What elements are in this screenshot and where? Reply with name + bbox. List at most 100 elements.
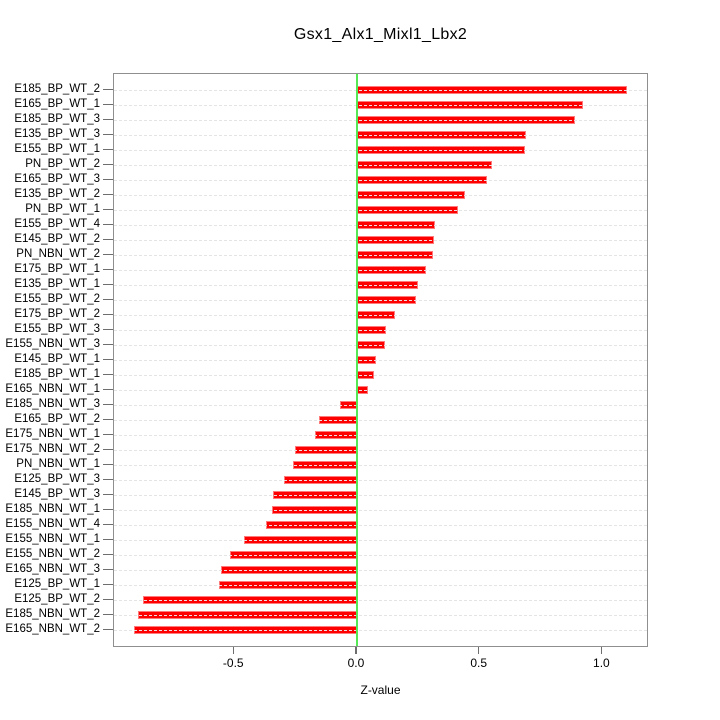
y-axis-tick <box>103 403 113 405</box>
y-axis-tick <box>103 568 113 570</box>
y-axis-label: E145_BP_WT_3 <box>14 488 100 500</box>
y-axis-label: E185_NBN_WT_1 <box>5 503 100 515</box>
y-axis-tick <box>103 463 113 465</box>
y-axis-label: E125_BP_WT_2 <box>14 593 100 605</box>
y-axis-label: E155_BP_WT_2 <box>14 293 100 305</box>
y-axis-tick <box>103 208 113 210</box>
y-axis-tick <box>103 358 113 360</box>
gridline <box>114 149 647 151</box>
y-axis-label: E135_BP_WT_2 <box>14 188 100 200</box>
y-axis-label: E175_NBN_WT_2 <box>5 443 100 455</box>
x-axis-tick <box>355 647 357 654</box>
y-axis-label: E155_NBN_WT_2 <box>5 548 100 560</box>
y-axis-tick <box>103 343 113 345</box>
y-axis-tick <box>103 238 113 240</box>
y-axis-tick <box>103 433 113 435</box>
y-axis-label: E165_NBN_WT_3 <box>5 563 100 575</box>
gridline <box>114 224 647 226</box>
x-axis-tick-label: 0.0 <box>347 656 365 670</box>
gridline <box>114 284 647 286</box>
y-axis-tick <box>103 373 113 375</box>
y-axis-label: E165_BP_WT_3 <box>14 173 100 185</box>
y-axis-label: E185_NBN_WT_2 <box>5 608 100 620</box>
y-axis-label: E145_BP_WT_1 <box>14 353 100 365</box>
gridline <box>114 509 647 511</box>
gridline <box>114 209 647 211</box>
y-axis-tick <box>103 628 113 630</box>
y-axis-label: E165_NBN_WT_1 <box>5 383 100 395</box>
y-axis-tick <box>103 298 113 300</box>
y-axis-label: E185_BP_WT_1 <box>14 368 100 380</box>
gridline <box>114 389 647 391</box>
y-axis-label: E185_BP_WT_3 <box>14 113 100 125</box>
y-axis-label: E155_NBN_WT_3 <box>5 338 100 350</box>
x-axis-tick <box>232 647 234 654</box>
gridline <box>114 239 647 241</box>
y-axis-tick <box>103 313 113 315</box>
y-axis-tick <box>103 118 113 120</box>
gridline <box>114 134 647 136</box>
y-axis-tick <box>103 103 113 105</box>
y-axis-label: E165_BP_WT_1 <box>14 98 100 110</box>
y-axis-tick <box>103 193 113 195</box>
gridline <box>114 614 647 616</box>
y-axis-tick <box>103 148 113 150</box>
gridline <box>114 359 647 361</box>
x-axis-tick-label: 1.0 <box>593 656 610 670</box>
gridline <box>114 344 647 346</box>
y-axis-tick <box>103 523 113 525</box>
y-axis-tick <box>103 163 113 165</box>
y-axis-tick <box>103 538 113 540</box>
y-axis-label: E135_BP_WT_3 <box>14 128 100 140</box>
gridline <box>114 419 647 421</box>
y-axis-tick <box>103 223 113 225</box>
y-axis-tick <box>103 283 113 285</box>
y-axis-label: E175_BP_WT_1 <box>14 263 100 275</box>
y-axis-label: PN_BP_WT_2 <box>25 158 100 170</box>
x-axis-tick <box>477 647 480 654</box>
gridline <box>114 89 647 91</box>
gridline <box>114 329 647 331</box>
y-axis-label: E165_NBN_WT_2 <box>5 623 100 635</box>
gridline <box>114 449 647 451</box>
x-axis-tick <box>600 647 603 654</box>
x-axis-tick-label: -0.5 <box>222 656 244 670</box>
y-axis-tick <box>103 88 113 90</box>
y-axis-label: E145_BP_WT_2 <box>14 233 100 245</box>
gridline <box>114 494 647 496</box>
y-axis-label: E155_BP_WT_4 <box>14 218 100 230</box>
gridline <box>114 524 647 526</box>
y-axis-tick <box>103 178 113 180</box>
y-axis-label: PN_NBN_WT_1 <box>16 458 100 470</box>
y-axis-tick <box>103 493 113 495</box>
y-axis-tick <box>103 133 113 135</box>
gridline <box>114 434 647 436</box>
y-axis-tick <box>103 268 113 270</box>
gridline <box>114 599 647 601</box>
gridline <box>114 314 647 316</box>
gridline <box>114 464 647 466</box>
gridline <box>114 104 647 106</box>
gridline <box>114 254 647 256</box>
y-axis-tick <box>103 388 113 390</box>
y-axis-tick <box>103 598 113 600</box>
gridline <box>114 539 647 541</box>
x-axis-tick-label: 0.5 <box>470 656 487 670</box>
gridline <box>114 194 647 196</box>
y-axis-tick <box>103 508 113 510</box>
y-axis-label: E155_NBN_WT_1 <box>5 533 100 545</box>
y-axis-label: E155_BP_WT_1 <box>14 143 100 155</box>
gridline <box>114 569 647 571</box>
gridline <box>114 179 647 181</box>
zero-reference-line <box>355 74 358 646</box>
chart-title: Gsx1_Alx1_Mixl1_Lbx2 <box>293 26 468 43</box>
y-axis-tick <box>103 613 113 615</box>
y-axis-label: E165_BP_WT_2 <box>14 413 100 425</box>
y-axis-label: E185_NBN_WT_3 <box>5 398 100 410</box>
gridline <box>114 299 647 301</box>
y-axis-label: E155_BP_WT_3 <box>14 323 100 335</box>
y-axis-tick <box>103 553 113 555</box>
gridline <box>114 479 647 481</box>
y-axis-label: E155_NBN_WT_4 <box>5 518 100 530</box>
